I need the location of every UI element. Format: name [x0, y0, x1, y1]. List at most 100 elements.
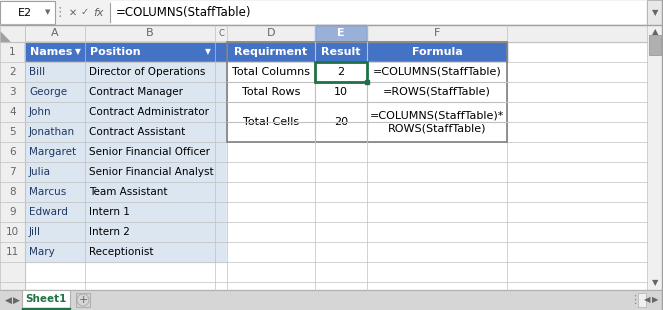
Text: 10: 10: [6, 227, 19, 237]
Polygon shape: [0, 32, 10, 42]
Bar: [315, 25, 367, 42]
Bar: [0, 290, 663, 310]
Bar: [227, 202, 507, 222]
Bar: [25, 142, 227, 162]
Text: Total Columns: Total Columns: [232, 67, 310, 77]
Bar: [227, 242, 507, 262]
Text: ◀: ◀: [5, 295, 11, 304]
Bar: [227, 162, 507, 182]
Text: A: A: [51, 29, 59, 38]
Text: Requirment: Requirment: [235, 47, 308, 57]
Text: ▶: ▶: [13, 295, 19, 304]
Text: Team Assistant: Team Assistant: [89, 187, 168, 197]
Text: Total Rows: Total Rows: [242, 87, 300, 97]
Text: ◀: ◀: [644, 295, 650, 304]
Bar: [227, 42, 507, 62]
Bar: [111, 1, 646, 24]
Text: 2: 2: [9, 67, 16, 77]
Bar: [0, 42, 25, 290]
Text: 10: 10: [334, 87, 348, 97]
Bar: [227, 42, 507, 142]
Text: Position: Position: [90, 47, 141, 57]
Text: ▼: ▼: [45, 10, 50, 16]
Text: ✓: ✓: [81, 7, 89, 17]
Text: Sheet1: Sheet1: [25, 294, 67, 304]
Bar: [22, 308, 70, 310]
Text: ▶: ▶: [652, 295, 658, 304]
Bar: [25, 222, 227, 242]
Text: Mary: Mary: [29, 247, 55, 257]
Text: Names: Names: [30, 47, 72, 57]
Bar: [647, 25, 663, 290]
Text: ▼: ▼: [75, 47, 81, 56]
Text: =ROWS(StaffTable): =ROWS(StaffTable): [383, 87, 491, 97]
Bar: [25, 202, 227, 222]
Text: Receptionist: Receptionist: [89, 247, 154, 257]
Text: =COLUMNS(StaffTable): =COLUMNS(StaffTable): [373, 67, 501, 77]
Text: Intern 2: Intern 2: [89, 227, 130, 237]
Text: Jonathan: Jonathan: [29, 127, 75, 137]
Text: 7: 7: [9, 167, 16, 177]
Text: Edward: Edward: [29, 207, 68, 217]
Text: 1: 1: [9, 47, 16, 57]
Text: Margaret: Margaret: [29, 147, 76, 157]
Text: E2: E2: [18, 7, 32, 17]
Bar: [25, 42, 227, 62]
Bar: [638, 293, 646, 307]
Bar: [0, 0, 663, 25]
Text: D: D: [267, 29, 275, 38]
Bar: [25, 122, 227, 142]
Text: fx: fx: [93, 7, 103, 17]
Bar: [227, 102, 507, 122]
Text: F: F: [434, 29, 440, 38]
Text: Jill: Jill: [29, 227, 41, 237]
Bar: [0, 25, 647, 290]
Text: ▼: ▼: [652, 278, 658, 287]
Text: Bill: Bill: [29, 67, 45, 77]
Text: 8: 8: [9, 187, 16, 197]
Text: 11: 11: [6, 247, 19, 257]
Text: E: E: [337, 29, 345, 38]
Text: +: +: [78, 295, 88, 305]
Text: Total Cells: Total Cells: [243, 117, 299, 127]
Text: ⋮: ⋮: [629, 295, 640, 305]
Bar: [365, 80, 369, 84]
Bar: [25, 62, 227, 82]
Circle shape: [77, 294, 89, 306]
Bar: [25, 82, 227, 102]
Text: 2: 2: [337, 67, 345, 77]
Text: Senior Financial Officer: Senior Financial Officer: [89, 147, 210, 157]
Text: 20: 20: [334, 117, 348, 127]
Text: Intern 1: Intern 1: [89, 207, 130, 217]
Bar: [227, 142, 507, 162]
Text: ▼: ▼: [652, 8, 658, 17]
Text: ⋮: ⋮: [54, 6, 66, 19]
Bar: [315, 62, 367, 82]
Bar: [0, 25, 25, 42]
Text: Contract Assistant: Contract Assistant: [89, 127, 185, 137]
Text: Contract Administrator: Contract Administrator: [89, 107, 209, 117]
Text: Director of Operations: Director of Operations: [89, 67, 206, 77]
Text: ▼: ▼: [205, 47, 211, 56]
Bar: [25, 102, 227, 122]
Text: 4: 4: [9, 107, 16, 117]
Bar: [227, 62, 507, 82]
Text: ▲: ▲: [652, 28, 658, 37]
Text: ✕: ✕: [69, 7, 77, 17]
Bar: [25, 162, 227, 182]
Bar: [649, 35, 661, 55]
Text: 9: 9: [9, 207, 16, 217]
Bar: [0, 1, 55, 24]
Bar: [25, 182, 227, 202]
Text: B: B: [146, 29, 154, 38]
Text: =COLUMNS(StaffTable)*
ROWS(StaffTable): =COLUMNS(StaffTable)* ROWS(StaffTable): [370, 110, 504, 134]
Bar: [227, 182, 507, 202]
Text: =COLUMNS(StaffTable): =COLUMNS(StaffTable): [116, 6, 251, 19]
Text: 5: 5: [9, 127, 16, 137]
Text: Marcus: Marcus: [29, 187, 66, 197]
Text: Contract Manager: Contract Manager: [89, 87, 183, 97]
Text: 6: 6: [9, 147, 16, 157]
Text: Formula: Formula: [412, 47, 462, 57]
Text: Senior Financial Analyst: Senior Financial Analyst: [89, 167, 213, 177]
Bar: [76, 293, 90, 307]
